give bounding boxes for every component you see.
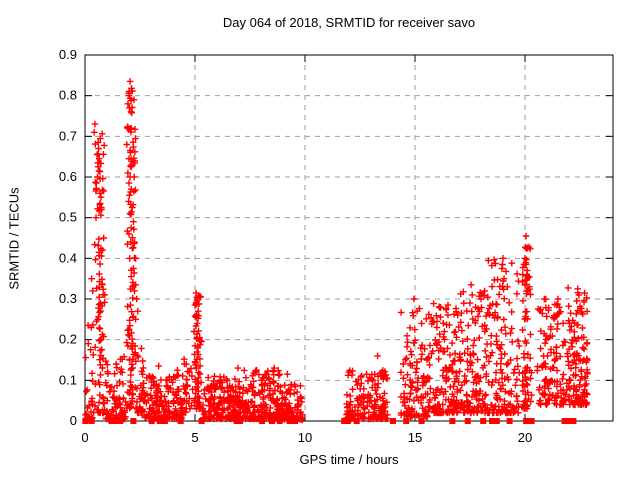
zero-value-square-marker bbox=[528, 418, 535, 424]
zero-value-square-marker bbox=[259, 418, 266, 424]
zero-value-square-marker bbox=[237, 418, 244, 424]
x-tick-label: 15 bbox=[408, 430, 422, 445]
zero-value-square-marker bbox=[130, 418, 137, 424]
x-tick-label: 20 bbox=[518, 430, 532, 445]
zero-value-square-marker bbox=[506, 418, 513, 424]
x-tick-label: 0 bbox=[81, 430, 88, 445]
zero-value-square-marker bbox=[561, 418, 568, 424]
zero-value-square-marker bbox=[177, 418, 184, 424]
zero-value-square-marker bbox=[198, 418, 205, 424]
zero-value-square-marker bbox=[269, 418, 275, 424]
zero-value-square-marker bbox=[161, 418, 168, 424]
zero-value-square-marker bbox=[523, 418, 530, 424]
zero-value-square-marker bbox=[493, 418, 500, 424]
y-tick-label: 0.2 bbox=[59, 332, 77, 347]
zero-value-square-marker bbox=[108, 418, 115, 424]
zero-value-square-marker bbox=[464, 418, 471, 424]
y-tick-label: 0.8 bbox=[59, 88, 77, 103]
y-tick-label: 0.7 bbox=[59, 128, 77, 143]
zero-value-square-marker bbox=[113, 418, 120, 424]
zero-value-square-marker bbox=[353, 418, 360, 424]
chart-title: Day 064 of 2018, SRMTID for receiver sav… bbox=[222, 15, 476, 30]
zero-value-square-marker bbox=[117, 418, 124, 424]
zero-value-square-marker bbox=[570, 418, 577, 424]
x-tick-label: 10 bbox=[298, 430, 312, 445]
zero-value-square-marker bbox=[489, 418, 495, 424]
y-tick-label: 0.9 bbox=[59, 47, 77, 62]
zero-value-square-marker bbox=[88, 418, 95, 424]
x-axis-label: GPS time / hours bbox=[299, 452, 399, 467]
x-tick-label: 5 bbox=[191, 430, 198, 445]
zero-value-square-marker bbox=[480, 418, 487, 424]
zero-value-square-marker bbox=[286, 418, 293, 424]
zero-value-square-marker bbox=[418, 418, 425, 424]
zero-value-square-marker bbox=[292, 418, 299, 424]
y-tick-label: 0.3 bbox=[59, 291, 77, 306]
scatter-plus-markers bbox=[82, 78, 591, 424]
y-tick-label: 0 bbox=[70, 413, 77, 428]
y-tick-label: 0.4 bbox=[59, 250, 77, 265]
zero-value-square-marker bbox=[82, 418, 89, 424]
plot-border bbox=[84, 54, 614, 422]
zero-value-square-marker bbox=[449, 418, 456, 424]
zero-value-square-marker bbox=[341, 418, 348, 424]
zero-value-square-marker bbox=[564, 418, 571, 424]
zero-value-square-marker bbox=[344, 418, 351, 424]
zero-value-square-marker bbox=[156, 418, 163, 424]
y-tick-label: 0.5 bbox=[59, 210, 77, 225]
y-tick-label: 0.6 bbox=[59, 169, 77, 184]
zero-value-square-marker bbox=[233, 418, 240, 424]
zero-value-square-marker bbox=[403, 418, 410, 424]
zero-value-square-marker bbox=[276, 418, 283, 424]
y-tick-label: 0.1 bbox=[59, 372, 77, 387]
zero-value-square-marker bbox=[390, 418, 396, 424]
zero-value-square-marker bbox=[148, 418, 155, 424]
